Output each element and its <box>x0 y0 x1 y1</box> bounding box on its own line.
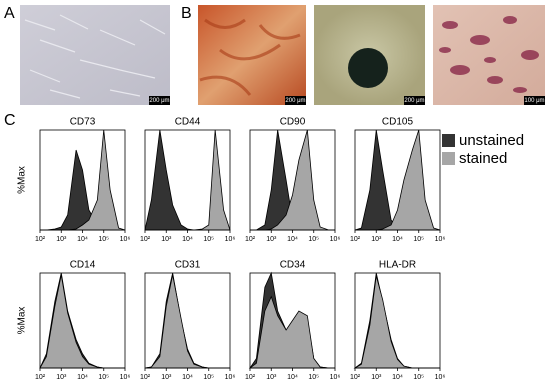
chart-title: CD14 <box>70 260 96 271</box>
x-tick-label: 10⁴ <box>287 374 298 381</box>
x-tick-label: 10⁵ <box>308 374 319 381</box>
x-tick-label: 10⁵ <box>98 374 109 381</box>
x-tick-label: 10³ <box>371 374 382 381</box>
panel-label: A <box>4 5 15 22</box>
histogram-stained <box>353 275 440 369</box>
x-tick-label: 10² <box>35 374 46 381</box>
x-tick-label: 10² <box>140 374 151 381</box>
micrograph: 100 μm <box>433 5 545 105</box>
x-tick-label: 10² <box>350 374 361 381</box>
chart-title: CD90 <box>280 117 306 128</box>
x-tick-label: 10⁵ <box>413 236 424 243</box>
histogram-stained <box>144 274 230 369</box>
x-tick-label: 10³ <box>371 236 382 243</box>
x-tick-label: 10³ <box>266 374 277 381</box>
y-axis-label: %Max <box>17 307 28 335</box>
x-tick-label: 10⁴ <box>77 236 88 243</box>
scale-bar-label: 200 μm <box>404 98 424 104</box>
chart-title: CD105 <box>382 117 414 128</box>
x-tick-label: 10³ <box>56 236 67 243</box>
legend-swatch <box>442 152 455 165</box>
legend-label: unstained <box>459 132 524 149</box>
x-tick-label: 10⁵ <box>308 236 319 243</box>
scale-bar-label: 200 μm <box>149 98 169 104</box>
legend-swatch <box>442 134 455 147</box>
x-tick-label: 10⁴ <box>182 374 193 381</box>
chart-title: HLA-DR <box>379 260 416 271</box>
histograms: CD73 %Max 10² 10³ 10⁴ 10⁵ 10⁶ CD44 10² 10³ 10⁴ 10⁵ 1… <box>17 117 446 381</box>
x-tick-label: 10³ <box>161 236 172 243</box>
x-tick-label: 10² <box>245 374 256 381</box>
x-tick-label: 10² <box>350 236 361 243</box>
x-tick-label: 10⁵ <box>203 236 214 243</box>
panel-label: B <box>181 5 192 22</box>
x-tick-label: 10⁵ <box>413 374 424 381</box>
x-tick-label: 10⁴ <box>77 374 88 381</box>
x-tick-label: 10⁵ <box>98 236 109 243</box>
chart-title: CD31 <box>175 260 201 271</box>
x-tick-label: 10⁶ <box>120 374 131 381</box>
x-tick-label: 10⁶ <box>330 374 341 381</box>
y-axis-label: %Max <box>17 166 28 194</box>
scale-bar-label: 200 μm <box>285 98 305 104</box>
x-tick-label: 10⁵ <box>203 374 214 381</box>
x-tick-label: 10⁴ <box>287 236 298 243</box>
x-tick-label: 10² <box>140 236 151 243</box>
x-tick-label: 10³ <box>161 374 172 381</box>
histogram-stained <box>250 129 335 231</box>
x-tick-label: 10⁴ <box>392 374 403 381</box>
micrograph: 200 μm <box>314 5 425 105</box>
x-tick-label: 10² <box>35 236 46 243</box>
chart-title: CD73 <box>70 117 96 128</box>
chart-title: CD34 <box>280 260 306 271</box>
chart-title: CD44 <box>175 117 201 128</box>
x-tick-label: 10³ <box>56 374 67 381</box>
scale-bar-label: 100 μm <box>524 98 544 104</box>
micrograph: 200 μm <box>20 5 170 105</box>
x-tick-label: 10⁶ <box>435 374 446 381</box>
x-tick-label: 10⁴ <box>392 236 403 243</box>
x-tick-label: 10⁶ <box>225 236 236 243</box>
x-tick-label: 10² <box>245 236 256 243</box>
micrograph: 200 μm <box>198 5 306 105</box>
x-tick-label: 10³ <box>266 236 277 243</box>
legend-label: stained <box>459 150 507 167</box>
panel-label: C <box>4 112 16 129</box>
x-tick-label: 10⁶ <box>120 236 131 243</box>
x-tick-label: 10⁶ <box>225 374 236 381</box>
x-tick-label: 10⁶ <box>435 236 446 243</box>
x-tick-label: 10⁶ <box>330 236 341 243</box>
x-tick-label: 10⁴ <box>182 236 193 243</box>
